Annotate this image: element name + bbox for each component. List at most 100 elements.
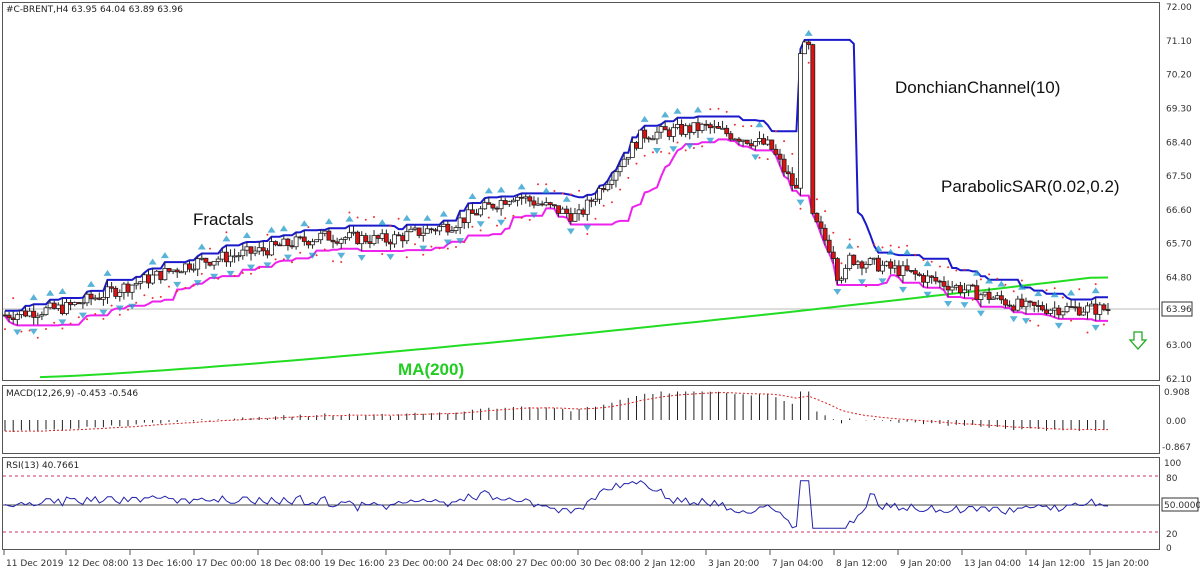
candle-body — [285, 238, 291, 247]
sar-dot — [1094, 283, 1097, 286]
fractal-down-icon — [419, 245, 428, 252]
candle-body — [843, 268, 848, 280]
candle-body — [1052, 307, 1058, 311]
sar-dot — [807, 61, 810, 64]
fractal-down-icon — [529, 212, 538, 219]
sar-dot — [856, 245, 859, 248]
sar-dot — [4, 328, 6, 331]
candle-body — [437, 226, 443, 232]
fractal-up-icon — [29, 294, 38, 301]
fractal-up-icon — [755, 121, 764, 128]
candle-body — [273, 241, 279, 246]
fractal-down-icon — [443, 239, 452, 246]
fractal-up-icon — [804, 29, 813, 36]
time-label: 11 Dec 2019 — [6, 559, 64, 569]
donchian-annotation: DonchianChannel(10) — [895, 78, 1060, 97]
fractal-up-icon — [972, 269, 981, 276]
sar-dot — [438, 247, 441, 250]
fractals-annotation: Fractals — [193, 210, 253, 229]
candle-body — [199, 257, 205, 260]
fractal-up-icon — [517, 183, 526, 190]
candle-body — [310, 241, 315, 246]
candle-body — [1007, 304, 1012, 307]
candle-body — [728, 133, 734, 140]
candle-body — [166, 267, 172, 272]
candle-body — [613, 171, 619, 181]
candle-body — [949, 286, 955, 291]
ma-annotation: MA(200) — [398, 360, 464, 379]
sar-dot — [496, 224, 498, 227]
candle-body — [999, 295, 1004, 301]
candle-body — [342, 237, 348, 240]
candle-body — [839, 278, 844, 281]
sar-dot — [832, 231, 835, 234]
candle-body — [478, 208, 484, 216]
candle-body — [634, 141, 639, 149]
price-tick: 67.50 — [1166, 172, 1192, 182]
candle-body — [699, 123, 705, 132]
candle-body — [830, 251, 836, 260]
candle-body — [223, 251, 229, 263]
fractal-up-icon — [439, 210, 448, 217]
candle-body — [203, 257, 209, 263]
candle-body — [461, 217, 467, 223]
sar-dot — [299, 251, 302, 254]
sar-dot — [897, 246, 900, 249]
sar-dot — [783, 140, 786, 143]
current-price-box — [1161, 301, 1193, 317]
sar-dot — [1053, 287, 1056, 290]
candle-body — [72, 302, 78, 305]
current-price-label: 63.96 — [1166, 305, 1192, 315]
sar-dot — [643, 154, 646, 157]
fractal-down-icon — [1009, 316, 1018, 323]
candle-body — [1040, 305, 1045, 311]
sar-dot — [282, 258, 285, 261]
candle-body — [109, 286, 114, 289]
price-tick: 63.00 — [1166, 341, 1192, 351]
sar-dot — [184, 286, 187, 289]
sar-dot — [12, 297, 15, 300]
fractal-up-icon — [279, 225, 288, 232]
sar-dot — [250, 272, 252, 275]
candle-body — [1056, 307, 1062, 316]
time-label: 12 Dec 08:00 — [68, 559, 129, 569]
time-label: 9 Jan 20:00 — [900, 559, 952, 569]
candle-body — [248, 246, 254, 254]
sar-dot — [364, 218, 367, 221]
candle-body — [519, 196, 524, 199]
candle-body — [855, 261, 861, 265]
candle-body — [789, 173, 795, 186]
fractal-down-icon — [583, 224, 592, 231]
rsi-tick-100: 100 — [1164, 459, 1181, 469]
candle-body — [822, 227, 828, 241]
candle-body — [904, 265, 910, 271]
rsi-tick-80: 80 — [1166, 474, 1178, 484]
fractal-up-icon — [1050, 291, 1059, 298]
candle-body — [18, 310, 24, 315]
candle-body — [543, 202, 549, 206]
sar-dot — [1037, 324, 1040, 327]
sar-dot — [168, 285, 170, 288]
candle-body — [814, 212, 820, 223]
candle-body — [416, 227, 422, 236]
sar-dot — [668, 152, 671, 155]
ma200-line — [39, 276, 1109, 379]
candle-body — [773, 148, 779, 155]
candle-body — [14, 314, 20, 321]
candle-body — [1035, 305, 1041, 307]
price-tick: 62.10 — [1166, 375, 1192, 385]
candle-body — [638, 129, 643, 149]
fractal-up-icon — [345, 215, 354, 222]
fractal-down-icon — [878, 278, 887, 285]
candle-body — [1015, 298, 1021, 311]
price-tick: 69.30 — [1166, 105, 1192, 115]
sar-dot — [143, 294, 146, 297]
candle-body — [994, 295, 1000, 299]
candle-body — [888, 261, 894, 269]
fractal-down-icon — [833, 288, 842, 295]
sar-dot — [676, 141, 679, 144]
candle-body — [925, 275, 930, 283]
candle-body — [621, 158, 627, 167]
candle-body — [1105, 309, 1111, 312]
candle-body — [27, 310, 33, 317]
